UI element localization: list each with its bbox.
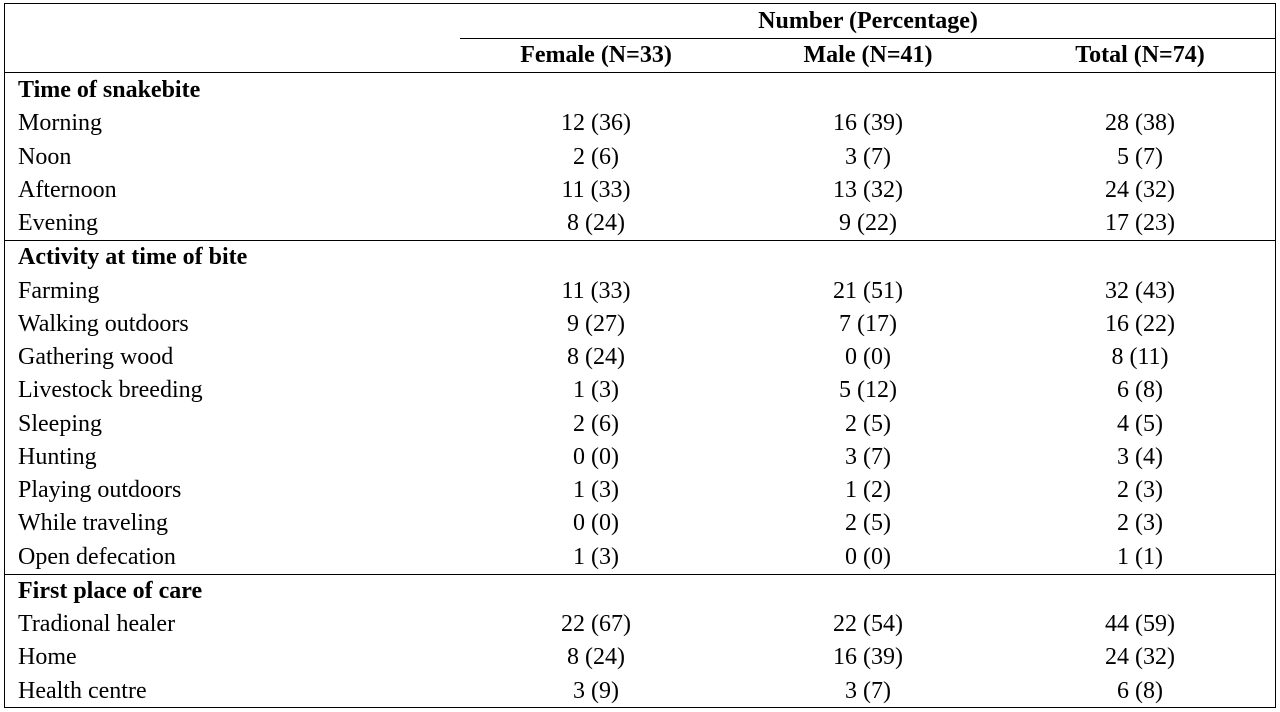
spanning-header: Number (Percentage) <box>758 8 978 34</box>
male-value: 13 (32) <box>833 176 903 203</box>
section-title: First place of care <box>18 577 203 604</box>
table-row: Open defecation 1 (3) 0 (0) 1 (1) <box>4 541 1276 574</box>
table-row: Tradional healer 22 (67) 22 (54) 44 (59) <box>4 608 1276 641</box>
male-value: 7 (17) <box>839 310 897 337</box>
female-value: 0 (0) <box>573 510 619 537</box>
row-label: Walking outdoors <box>18 310 189 337</box>
female-value: 12 (36) <box>561 110 631 137</box>
table-row: Sleeping 2 (6) 2 (5) 4 (5) <box>4 408 1276 441</box>
row-label: Noon <box>18 143 72 170</box>
section-header: Time of snakebite <box>4 74 1276 107</box>
female-value: 0 (0) <box>573 443 619 470</box>
table-row: Health centre 3 (9) 3 (7) 6 (8) <box>4 675 1276 708</box>
male-value: 16 (39) <box>833 644 903 671</box>
female-value: 9 (27) <box>567 310 625 337</box>
female-value: 11 (33) <box>561 176 631 203</box>
female-value: 8 (24) <box>567 344 625 370</box>
table-row: Gathering wood 8 (24) 0 (0) 8 (11) <box>4 341 1276 374</box>
male-value: 2 (5) <box>845 510 891 537</box>
total-value: 2 (3) <box>1117 477 1163 503</box>
row-label: Afternoon <box>18 176 117 203</box>
total-value: 3 (4) <box>1117 443 1163 470</box>
section-header: Activity at time of bite <box>4 240 1276 274</box>
row-label: Evening <box>18 210 98 236</box>
male-value: 1 (2) <box>845 477 891 503</box>
female-value: 8 (24) <box>567 644 625 671</box>
total-value: 5 (7) <box>1117 143 1163 170</box>
section-title: Activity at time of bite <box>18 244 248 271</box>
female-value: 11 (33) <box>561 277 631 304</box>
female-value: 3 (9) <box>573 677 619 704</box>
row-label: Sleeping <box>18 410 102 437</box>
table-row: Farming 11 (33) 21 (51) 32 (43) <box>4 275 1276 308</box>
table-row: Livestock breeding 1 (3) 5 (12) 6 (8) <box>4 374 1276 407</box>
table-frame <box>4 3 1276 708</box>
row-label: Home <box>18 644 77 671</box>
total-value: 44 (59) <box>1105 611 1175 637</box>
table-row: Noon 2 (6) 3 (7) 5 (7) <box>4 141 1276 174</box>
total-value: 32 (43) <box>1105 277 1175 304</box>
total-value: 24 (32) <box>1105 644 1175 671</box>
male-value: 21 (51) <box>833 277 903 304</box>
female-value: 1 (3) <box>573 477 619 503</box>
table-row: Afternoon 11 (33) 13 (32) 24 (32) <box>4 174 1276 207</box>
row-label: Health centre <box>18 677 147 704</box>
column-header-total: Total (N=74) <box>1075 42 1205 68</box>
male-value: 3 (7) <box>845 143 891 170</box>
column-header-female: Female (N=33) <box>520 42 672 68</box>
table-row: Morning 12 (36) 16 (39) 28 (38) <box>4 107 1276 140</box>
female-value: 8 (24) <box>567 210 625 236</box>
section-title: Time of snakebite <box>18 77 201 103</box>
total-value: 8 (11) <box>1111 344 1169 370</box>
male-value: 3 (7) <box>845 677 891 704</box>
spanning-header-rule <box>460 38 1276 39</box>
male-value: 5 (12) <box>839 377 897 404</box>
male-value: 9 (22) <box>839 210 897 236</box>
total-value: 4 (5) <box>1117 410 1163 437</box>
row-label: Open defecation <box>18 543 176 570</box>
row-label: Morning <box>18 110 102 137</box>
row-label: While traveling <box>18 510 168 537</box>
male-value: 2 (5) <box>845 410 891 437</box>
male-value: 22 (54) <box>833 611 903 637</box>
total-value: 6 (8) <box>1117 377 1163 404</box>
row-label: Tradional healer <box>18 611 176 637</box>
section-header: First place of care <box>4 573 1276 608</box>
total-value: 16 (22) <box>1105 310 1175 337</box>
male-value: 0 (0) <box>845 543 891 570</box>
row-label: Livestock breeding <box>18 377 203 404</box>
male-value: 16 (39) <box>833 110 903 137</box>
table-row: Hunting 0 (0) 3 (7) 3 (4) <box>4 441 1276 474</box>
male-value: 3 (7) <box>845 443 891 470</box>
female-value: 1 (3) <box>573 543 619 570</box>
row-label: Playing outdoors <box>18 477 182 503</box>
header-rule <box>4 72 1276 73</box>
table-body: Time of snakebite Morning 12 (36) 16 (39… <box>4 74 1276 708</box>
total-value: 2 (3) <box>1117 510 1163 537</box>
row-label: Farming <box>18 277 100 304</box>
total-value: 17 (23) <box>1105 210 1175 236</box>
table-row: While traveling 0 (0) 2 (5) 2 (3) <box>4 507 1276 540</box>
female-value: 1 (3) <box>573 377 619 404</box>
table-row: Playing outdoors 1 (3) 1 (2) 2 (3) <box>4 474 1276 507</box>
column-header-male: Male (N=41) <box>803 42 933 68</box>
female-value: 22 (67) <box>561 611 631 637</box>
female-value: 2 (6) <box>573 410 619 437</box>
table-row: Walking outdoors 9 (27) 7 (17) 16 (22) <box>4 308 1276 341</box>
row-label: Gathering wood <box>18 344 174 370</box>
table-row: Home 8 (24) 16 (39) 24 (32) <box>4 641 1276 674</box>
total-value: 24 (32) <box>1105 176 1175 203</box>
row-label: Hunting <box>18 443 97 470</box>
female-value: 2 (6) <box>573 143 619 170</box>
male-value: 0 (0) <box>845 344 891 370</box>
table-row: Evening 8 (24) 9 (22) 17 (23) <box>4 207 1276 240</box>
total-value: 28 (38) <box>1105 110 1175 137</box>
total-value: 6 (8) <box>1117 677 1163 704</box>
total-value: 1 (1) <box>1117 543 1163 570</box>
